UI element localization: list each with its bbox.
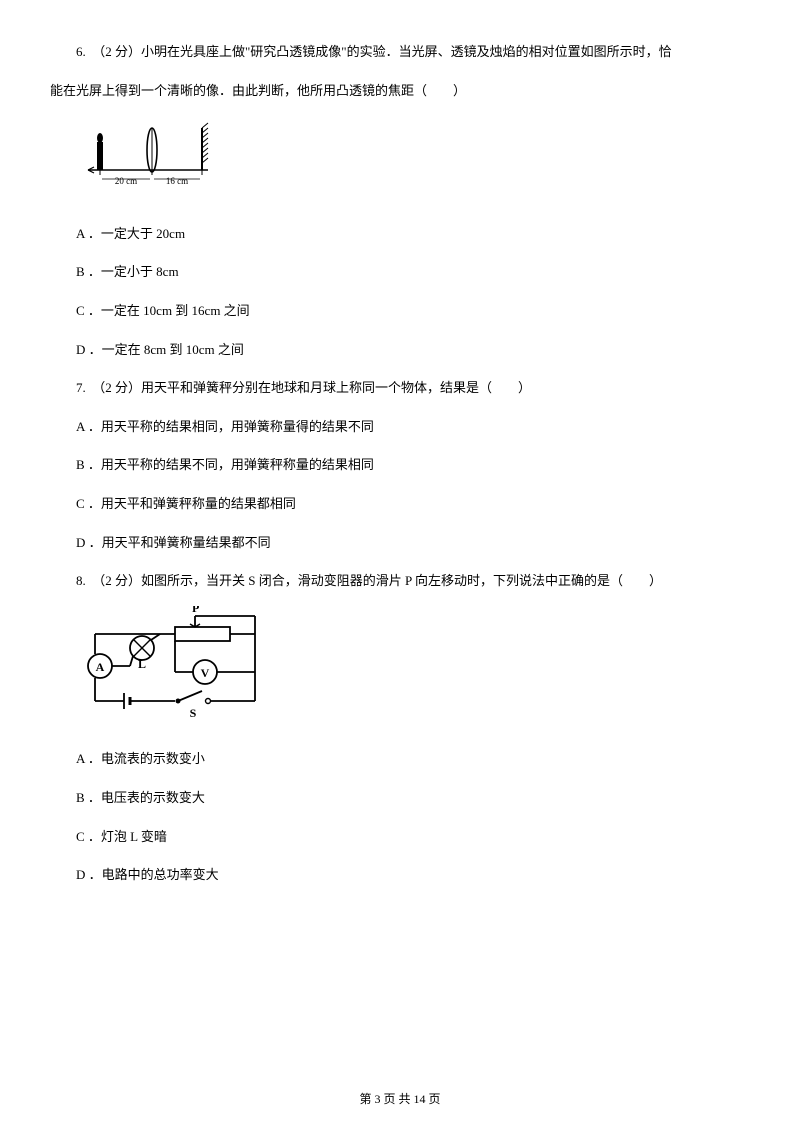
svg-text:S: S: [190, 706, 197, 720]
q8-intro: 8. （2 分）如图所示，当开关 S 闭合，滑动变阻器的滑片 P 向左移动时，下…: [50, 567, 750, 596]
q7-option-b: B ．用天平称的结果不同，用弹簧秤称量的结果相同: [50, 451, 750, 480]
q7-option-d: D ．用天平和弹簧称量结果都不同: [50, 529, 750, 558]
q8-option-a: A ．电流表的示数变小: [50, 745, 750, 774]
svg-text:16 cm: 16 cm: [166, 176, 188, 186]
q6-intro-line2: 能在光屏上得到一个清晰的像．由此判断，他所用凸透镜的焦距（ ）: [50, 77, 750, 106]
page-footer: 第 3 页 共 14 页: [0, 1086, 800, 1112]
svg-text:A: A: [96, 660, 105, 674]
q6-diagram: 20 cm 16 cm: [80, 115, 750, 206]
q6-intro-line1: 6. （2 分）小明在光具座上做"研究凸透镜成像"的实验．当光屏、透镜及烛焰的相…: [50, 38, 750, 67]
q8-option-c: C ．灯泡 L 变暗: [50, 823, 750, 852]
q7-option-a: A ．用天平称的结果相同，用弹簧称量得的结果不同: [50, 413, 750, 442]
svg-text:20 cm: 20 cm: [115, 176, 137, 186]
q8-option-b: B ．电压表的示数变大: [50, 784, 750, 813]
q6-option-d: D ．一定在 8cm 到 10cm 之间: [50, 336, 750, 365]
q6-option-a: A ．一定大于 20cm: [50, 220, 750, 249]
svg-text:V: V: [201, 666, 210, 680]
q8-diagram: P A L V S: [80, 606, 750, 732]
q8-option-d: D ．电路中的总功率变大: [50, 861, 750, 890]
q6-option-c: C ．一定在 10cm 到 16cm 之间: [50, 297, 750, 326]
q7-intro: 7. （2 分）用天平和弹簧秤分别在地球和月球上称同一个物体，结果是（ ）: [50, 374, 750, 403]
q7-option-c: C ．用天平和弹簧秤称量的结果都相同: [50, 490, 750, 519]
q6-option-b: B ．一定小于 8cm: [50, 258, 750, 287]
svg-text:L: L: [138, 657, 146, 671]
svg-text:P: P: [192, 606, 199, 615]
